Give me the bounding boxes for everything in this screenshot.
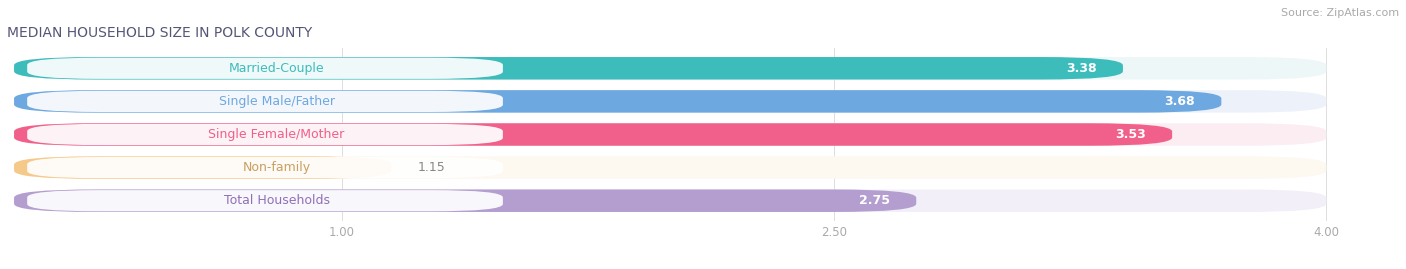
FancyBboxPatch shape bbox=[27, 157, 503, 178]
Text: 3.53: 3.53 bbox=[1115, 128, 1146, 141]
Text: Single Female/Mother: Single Female/Mother bbox=[208, 128, 344, 141]
FancyBboxPatch shape bbox=[27, 58, 503, 79]
FancyBboxPatch shape bbox=[14, 90, 1326, 113]
Text: Non-family: Non-family bbox=[242, 161, 311, 174]
Text: Single Male/Father: Single Male/Father bbox=[218, 95, 335, 108]
FancyBboxPatch shape bbox=[14, 189, 1326, 212]
Text: Total Households: Total Households bbox=[224, 194, 329, 207]
FancyBboxPatch shape bbox=[14, 156, 391, 179]
FancyBboxPatch shape bbox=[14, 123, 1326, 146]
Text: 3.38: 3.38 bbox=[1066, 62, 1097, 75]
Text: 2.75: 2.75 bbox=[859, 194, 890, 207]
FancyBboxPatch shape bbox=[27, 190, 503, 211]
FancyBboxPatch shape bbox=[14, 57, 1326, 80]
Text: 3.68: 3.68 bbox=[1164, 95, 1195, 108]
FancyBboxPatch shape bbox=[27, 91, 503, 112]
FancyBboxPatch shape bbox=[14, 57, 1123, 80]
FancyBboxPatch shape bbox=[14, 156, 1326, 179]
Text: Source: ZipAtlas.com: Source: ZipAtlas.com bbox=[1281, 8, 1399, 18]
FancyBboxPatch shape bbox=[27, 124, 503, 145]
FancyBboxPatch shape bbox=[14, 189, 917, 212]
FancyBboxPatch shape bbox=[14, 123, 1173, 146]
Text: MEDIAN HOUSEHOLD SIZE IN POLK COUNTY: MEDIAN HOUSEHOLD SIZE IN POLK COUNTY bbox=[7, 26, 312, 40]
FancyBboxPatch shape bbox=[14, 90, 1222, 113]
Text: Married-Couple: Married-Couple bbox=[229, 62, 325, 75]
Text: 1.15: 1.15 bbox=[418, 161, 446, 174]
